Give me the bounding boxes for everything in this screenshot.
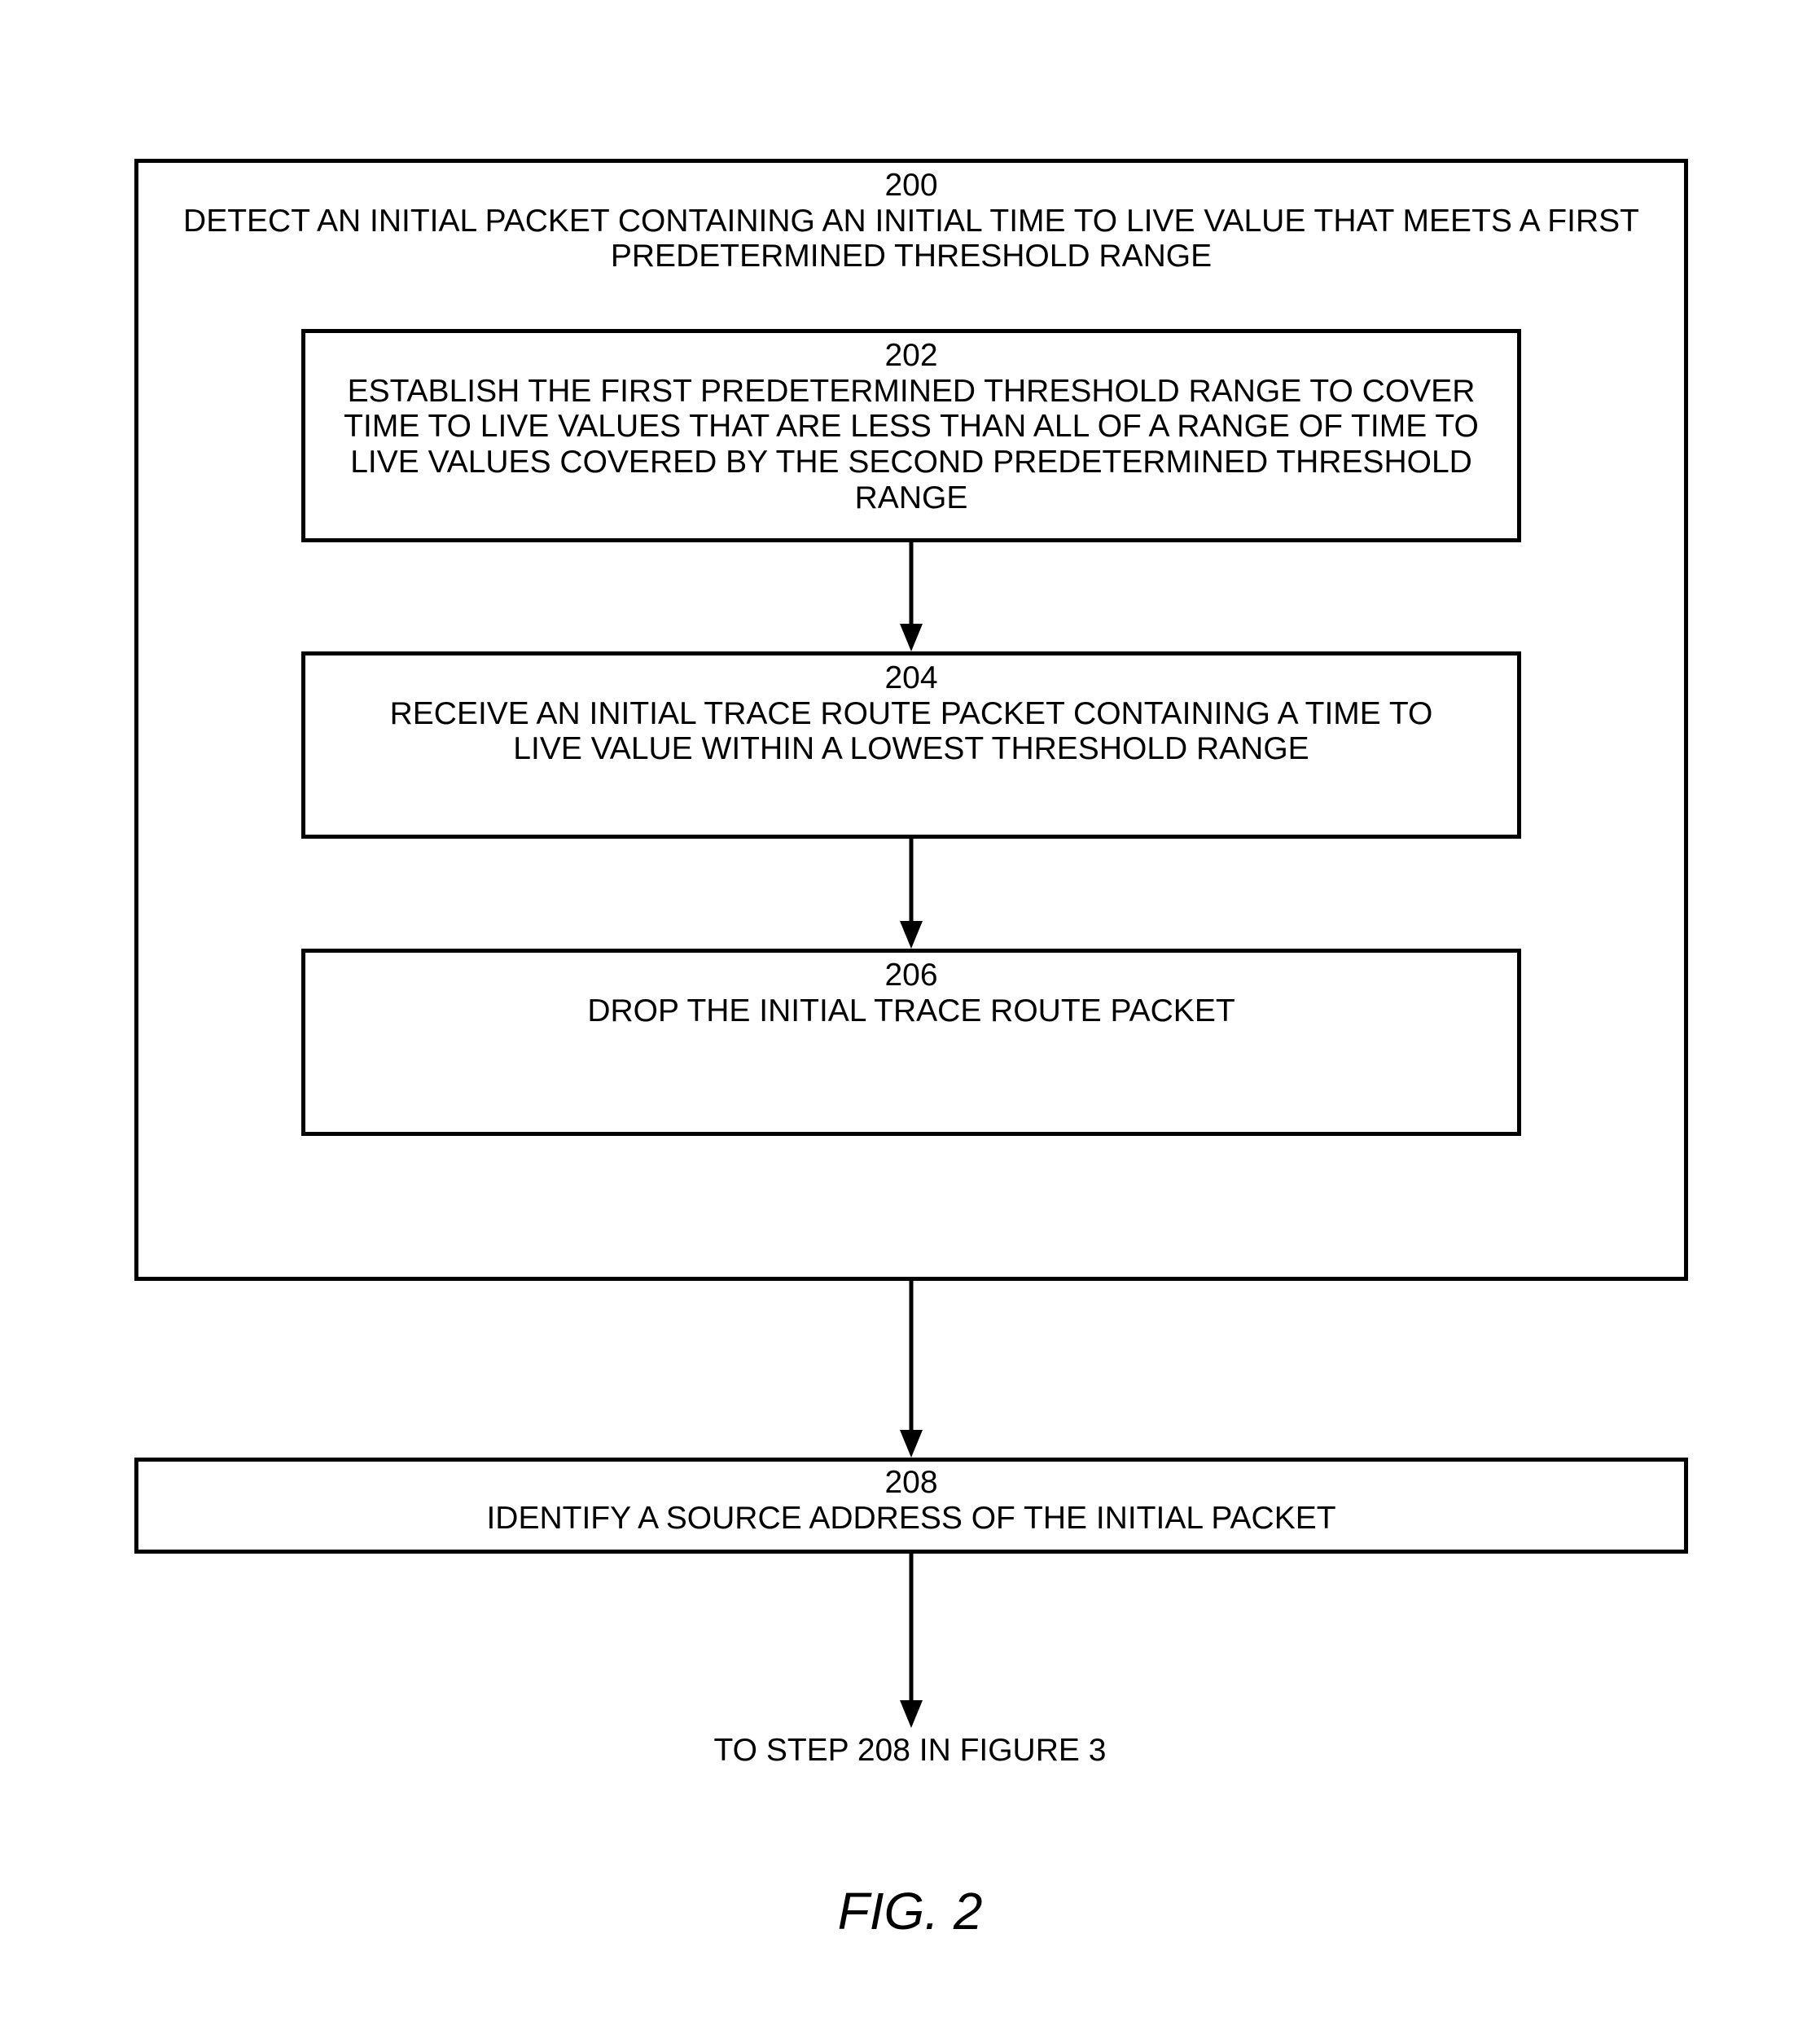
continuation-text: TO STEP 208 IN FIGURE 3 (0, 1733, 1820, 1769)
arrow-204-to-206 (879, 835, 944, 953)
step-text-208: IDENTIFY A SOURCE ADDRESS OF THE INITIAL… (212, 1501, 1610, 1537)
flow-step-204: 204 RECEIVE AN INITIAL TRACE ROUTE PACKE… (301, 651, 1521, 839)
arrow-208-down (879, 1550, 944, 1732)
step-text-206: DROP THE INITIAL TRACE ROUTE PACKET (362, 993, 1460, 1029)
figure-caption-text: FIG. 2 (838, 1882, 983, 1940)
step-number-202: 202 (305, 338, 1517, 374)
step-number-200: 200 (138, 168, 1684, 204)
figure-caption: FIG. 2 (0, 1881, 1820, 1941)
step-text-200: DETECT AN INITIAL PACKET CONTAINING AN I… (165, 204, 1657, 274)
arrow-200-to-208 (879, 1277, 944, 1462)
step-number-206: 206 (305, 958, 1517, 993)
step-text-204: RECEIVE AN INITIAL TRACE ROUTE PACKET CO… (362, 696, 1460, 767)
flow-step-206: 206 DROP THE INITIAL TRACE ROUTE PACKET (301, 949, 1521, 1136)
flow-step-208: 208 IDENTIFY A SOURCE ADDRESS OF THE INI… (134, 1458, 1688, 1554)
step-number-204: 204 (305, 660, 1517, 696)
arrow-202-to-204 (879, 538, 944, 655)
flow-step-202: 202 ESTABLISH THE FIRST PREDETERMINED TH… (301, 329, 1521, 542)
continuation-label: TO STEP 208 IN FIGURE 3 (714, 1733, 1107, 1768)
step-number-208: 208 (138, 1465, 1684, 1501)
step-text-202: ESTABLISH THE FIRST PREDETERMINED THRESH… (338, 374, 1485, 516)
